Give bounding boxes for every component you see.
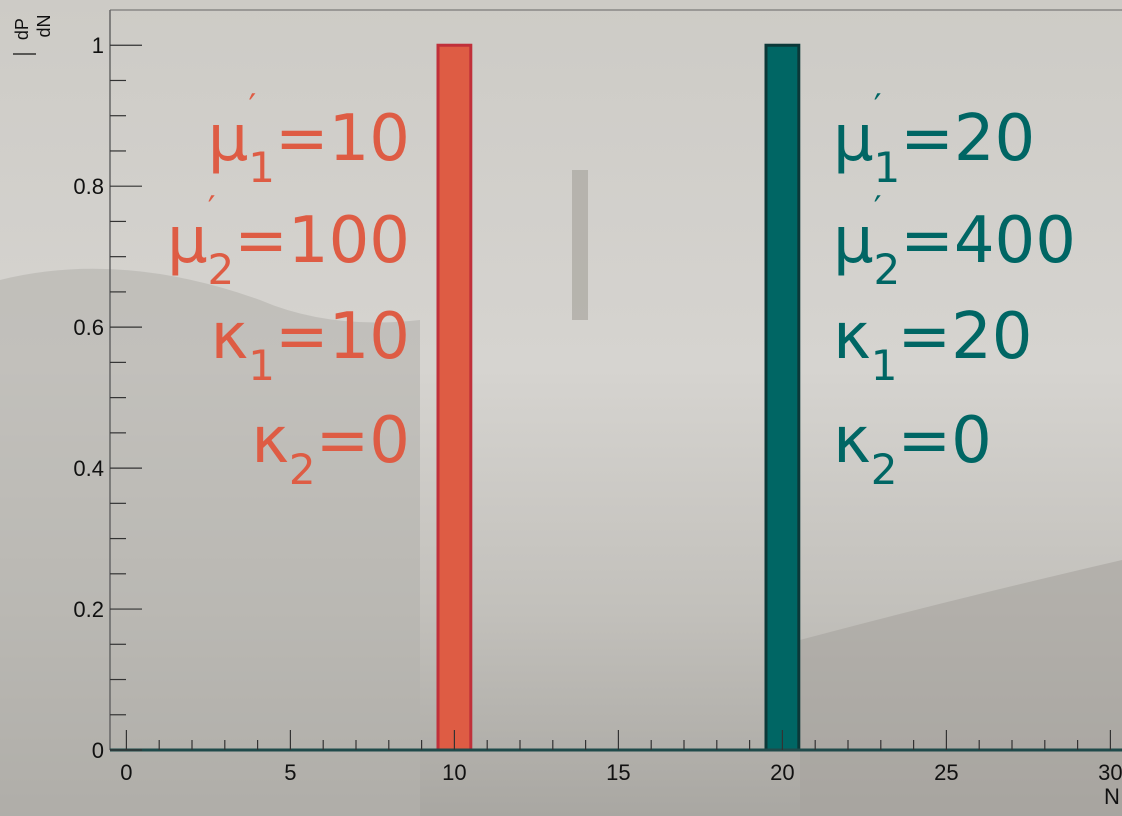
- annotation-value: =0: [897, 404, 991, 478]
- y-label: dP dN: [8, 12, 54, 40]
- y-tick-label: 1: [92, 33, 104, 58]
- y-tick-label: 0.2: [73, 597, 104, 622]
- annotation-sub: 1: [871, 341, 898, 390]
- annotation-symbol: μ: [167, 204, 208, 278]
- annotation-symbol: μ: [208, 102, 249, 176]
- x-label: N: [1104, 784, 1120, 809]
- annotation-symbol: κ: [833, 404, 871, 478]
- bar: [766, 45, 799, 750]
- y-tick-label: 0.4: [73, 456, 104, 481]
- x-tick-label: 25: [934, 760, 958, 785]
- bar: [438, 45, 471, 750]
- page: {"chart_data": {"type": "bar", "x": [10,…: [0, 0, 1122, 816]
- annotation-prime: ′: [874, 189, 882, 229]
- y-tick-label: 0.6: [73, 315, 104, 340]
- annotation-value: =10: [275, 102, 410, 176]
- x-tick-label: 20: [770, 760, 794, 785]
- annotation-value: =0: [316, 404, 410, 478]
- y-label-den: dN: [34, 14, 54, 37]
- annotation-sub: 1: [873, 143, 900, 192]
- annotation-value: =400: [900, 204, 1076, 278]
- annotation-value: =100: [234, 204, 410, 278]
- annotation-symbol: κ: [210, 300, 248, 374]
- y-tick-label: 0.8: [73, 174, 104, 199]
- annotation-sub: 2: [207, 245, 234, 294]
- annotation-prime: ′: [874, 87, 882, 127]
- x-tick-label: 10: [442, 760, 466, 785]
- annotation-prime: ′: [208, 189, 216, 229]
- annotation-symbol: μ: [833, 102, 874, 176]
- chart: 00.20.40.60.81051015202530μ′1=10μ′2=100κ…: [0, 0, 1122, 816]
- x-tick-label: 5: [284, 760, 296, 785]
- annotation-value: =20: [897, 300, 1032, 374]
- annotation-sub: 2: [871, 445, 898, 494]
- annotation-sub: 1: [248, 341, 275, 390]
- annotation-value: =10: [275, 300, 410, 374]
- annotation-sub: 2: [289, 445, 316, 494]
- annotation-sub: 1: [248, 143, 275, 192]
- annotation-symbol: κ: [833, 300, 871, 374]
- x-tick-label: 30: [1098, 760, 1122, 785]
- annotation-symbol: κ: [251, 404, 289, 478]
- y-tick-label: 0: [92, 738, 104, 763]
- y-label-num: dP: [12, 18, 32, 40]
- annotation-symbol: μ: [833, 204, 874, 278]
- annotation-value: =20: [900, 102, 1035, 176]
- tower: [572, 170, 588, 320]
- annotation-prime: ′: [248, 87, 256, 127]
- x-tick-label: 0: [120, 760, 132, 785]
- x-tick-label: 15: [606, 760, 630, 785]
- annotation-sub: 2: [873, 245, 900, 294]
